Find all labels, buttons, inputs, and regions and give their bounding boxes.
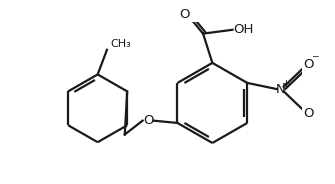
Text: O: O [143,114,153,127]
Text: O: O [303,107,314,120]
Text: ⁻: ⁻ [311,52,319,67]
Text: O: O [179,8,190,21]
Text: O: O [303,58,314,71]
Text: +: + [282,79,290,89]
Text: OH: OH [233,23,254,36]
Text: N: N [276,83,285,95]
Text: CH₃: CH₃ [111,39,132,49]
